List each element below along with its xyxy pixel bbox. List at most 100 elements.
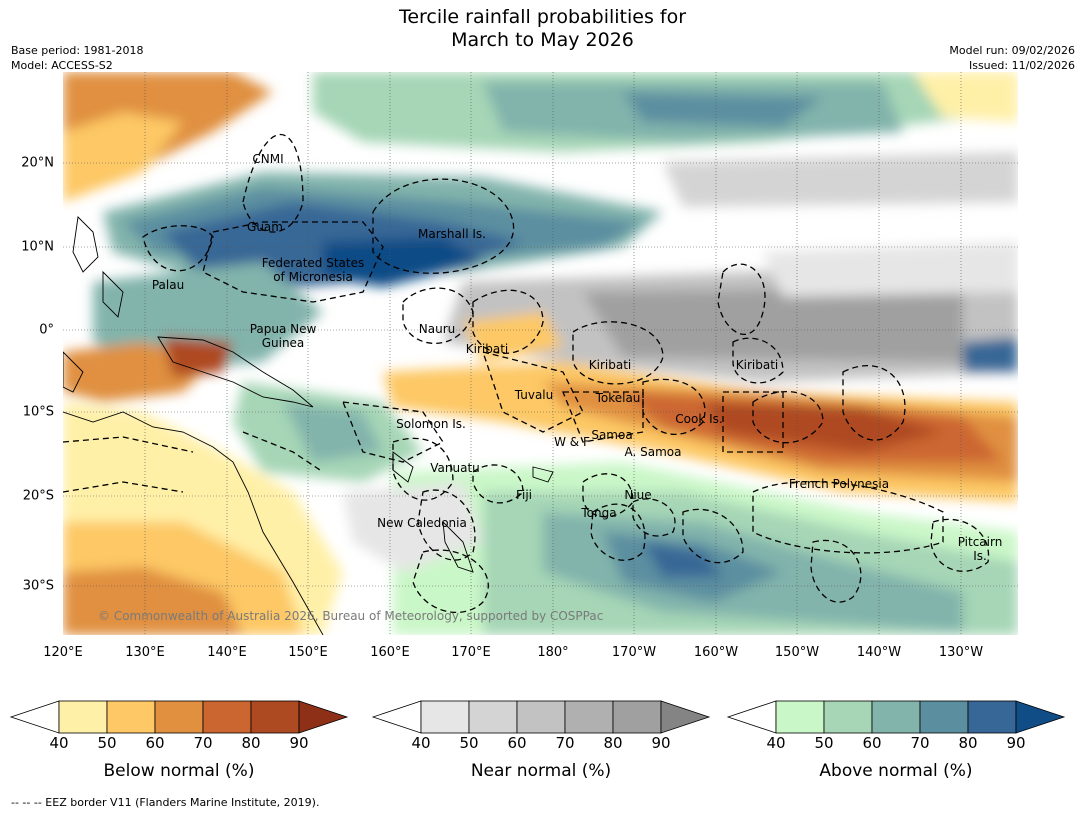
issued-date: Issued: 11/02/2026 — [968, 59, 1075, 72]
x-tick: 150°W — [774, 645, 820, 660]
cb-below-tick: 60 — [145, 734, 165, 752]
colorbar-below-normal — [9, 700, 349, 734]
label-kiribati-central: Kiribati — [588, 358, 632, 372]
colorbar-near-normal — [371, 700, 711, 734]
label-fsm: Federated States of Micronesia — [261, 256, 365, 284]
cb-below-tick: 70 — [193, 734, 213, 752]
coastlines — [63, 216, 554, 635]
cb-above-tick: 60 — [862, 734, 882, 752]
colorbar-segment — [612, 700, 662, 734]
cb-near-tick: 40 — [411, 734, 431, 752]
label-american-samoa: A. Samoa — [624, 445, 682, 459]
label-kiribati-west: Kiribati — [465, 342, 509, 356]
y-tick: 0° — [39, 322, 54, 338]
colorbar-segment — [106, 700, 156, 734]
cb-near-tick: 80 — [603, 734, 623, 752]
colorbars — [9, 700, 1066, 734]
label-cnmi: CNMI — [252, 152, 284, 166]
colorbar-segment — [154, 700, 204, 734]
label-niue: Niue — [624, 488, 652, 502]
label-new-caledonia: New Caledonia — [377, 516, 467, 530]
model-name: Model: ACCESS-S2 — [11, 59, 113, 72]
colorbar-segment — [775, 700, 825, 734]
colorbar-segment — [250, 700, 300, 734]
cb-above-tick: 70 — [910, 734, 930, 752]
label-fiji: Fiji — [515, 488, 533, 502]
label-samoa: Samoa — [591, 428, 633, 442]
x-tick: 150°E — [288, 645, 328, 660]
colorbar-extend-low — [726, 700, 777, 734]
colorbar-segment — [202, 700, 252, 734]
meta-left: Base period: 1981-2018 Model: ACCESS-S2 — [11, 43, 143, 73]
label-cook: Cook Is. — [675, 412, 723, 426]
eez-footnote: -- -- -- EEZ border V11 (Flanders Marine… — [11, 796, 320, 809]
label-wallis-futuna: W & F — [554, 435, 590, 449]
colorbar-segment — [967, 700, 1017, 734]
label-kiribati-east: Kiribati — [735, 358, 779, 372]
label-solomon: Solomon Is. — [396, 417, 466, 431]
cb-near-tick: 50 — [459, 734, 479, 752]
x-tick: 140°W — [856, 645, 902, 660]
colorbar-segment — [420, 700, 470, 734]
probability-map: CNMI Guam Marshall Is. Federated States … — [63, 72, 1018, 635]
x-tick: 170°E — [451, 645, 491, 660]
x-tick: 160°W — [693, 645, 739, 660]
y-tick: 10°S — [22, 404, 54, 420]
colorbar-segment — [919, 700, 969, 734]
colorbar-segment — [468, 700, 518, 734]
cb-above-tick: 40 — [766, 734, 786, 752]
label-png: Papua New Guinea — [249, 322, 317, 350]
cb-above-tick: 80 — [958, 734, 978, 752]
label-guam: Guam — [247, 220, 283, 234]
y-tick: 20°S — [22, 488, 54, 504]
colorbar-segment — [58, 700, 108, 734]
x-tick: 160°E — [370, 645, 410, 660]
meta-right: Model run: 09/02/2026 Issued: 11/02/2026 — [949, 43, 1075, 73]
cb-below-tick: 80 — [241, 734, 261, 752]
x-tick: 130°E — [125, 645, 165, 660]
label-french-polynesia: French Polynesia — [788, 477, 890, 491]
colorbar-label-near: Near normal (%) — [470, 761, 612, 781]
model-run: Model run: 09/02/2026 — [949, 44, 1075, 57]
label-nauru: Nauru — [418, 322, 456, 336]
colorbar-segment — [516, 700, 566, 734]
label-vanuatu: Vanuatu — [430, 461, 480, 475]
label-pitcairn: Pitcairn Is. — [957, 535, 1003, 563]
x-tick: 180° — [537, 645, 569, 660]
label-tonga: Tonga — [581, 506, 617, 520]
x-tick: 140°E — [207, 645, 247, 660]
map-canvas — [63, 72, 1018, 635]
gridlines — [63, 72, 1018, 635]
colorbar-extend-low — [9, 700, 60, 734]
cb-above-tick: 90 — [1006, 734, 1026, 752]
colorbar-extend-high — [1015, 700, 1066, 734]
colorbar-segment — [564, 700, 614, 734]
cb-below-tick: 90 — [289, 734, 309, 752]
y-tick: 10°N — [21, 239, 54, 255]
colorbar-above-normal — [726, 700, 1066, 734]
base-period: Base period: 1981-2018 — [11, 44, 144, 57]
cb-below-tick: 40 — [49, 734, 69, 752]
colorbar-label-above: Above normal (%) — [819, 761, 973, 781]
x-tick: 130°W — [938, 645, 984, 660]
map-title: Tercile rainfall probabilities for March… — [0, 6, 1085, 52]
cb-below-tick: 50 — [97, 734, 117, 752]
label-tokelau: Tokelau — [595, 391, 641, 405]
colorbar-label-below: Below normal (%) — [103, 761, 255, 781]
label-tuvalu: Tuvalu — [514, 388, 554, 402]
label-marshall: Marshall Is. — [418, 227, 486, 241]
colorbar-extend-low — [371, 700, 422, 734]
colorbar-extend-high — [660, 700, 711, 734]
colorbar-extend-high — [298, 700, 349, 734]
cb-near-tick: 90 — [651, 734, 671, 752]
x-tick: 120°E — [43, 645, 83, 660]
colorbar-segment — [823, 700, 873, 734]
title-line-1: Tercile rainfall probabilities for — [398, 6, 687, 28]
colorbar-segment — [871, 700, 921, 734]
x-tick: 170°W — [611, 645, 657, 660]
title-line-2: March to May 2026 — [451, 29, 634, 51]
cb-near-tick: 70 — [555, 734, 575, 752]
cb-above-tick: 50 — [814, 734, 834, 752]
eez-borders — [63, 134, 990, 614]
label-palau: Palau — [151, 278, 185, 292]
